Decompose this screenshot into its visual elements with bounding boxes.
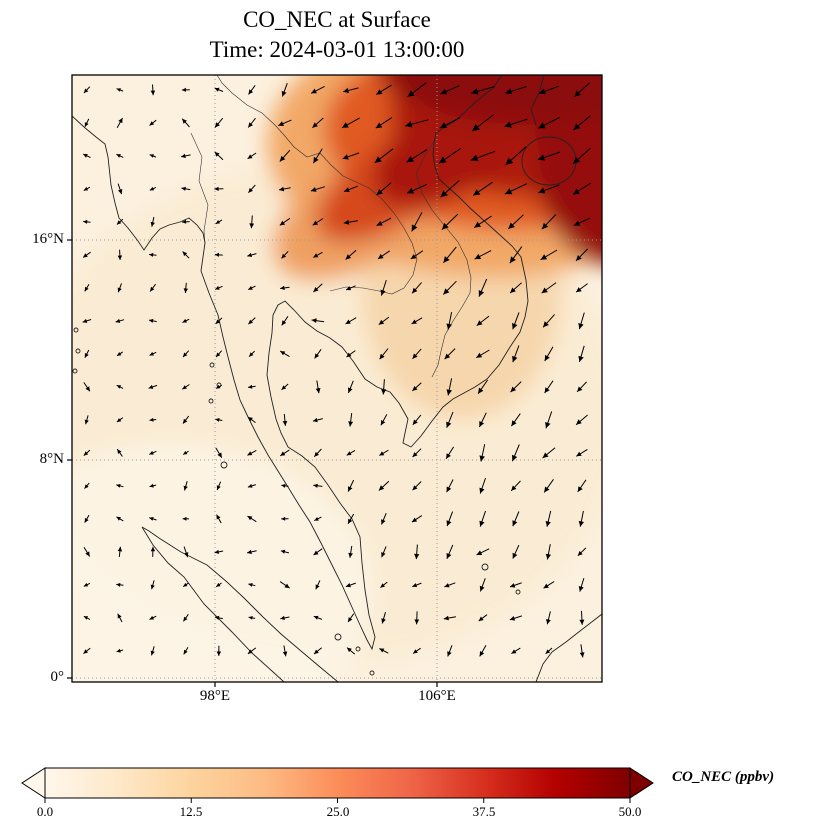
colorbar-title: CO_NEC (ppbv) (672, 769, 775, 785)
plot-subtitle: Time: 2024-03-01 13:00:00 (209, 37, 465, 62)
x-tick-label-98e: 98°E (199, 688, 231, 704)
map-frame (71, 74, 603, 683)
small-islands-group (72, 327, 521, 676)
map-svg (67, 74, 603, 687)
heatmap-layer (72, 75, 602, 682)
plot-title: CO_NEC at Surface (243, 7, 431, 32)
axis-ticks (67, 239, 438, 687)
colorbar-bar (44, 767, 631, 799)
colorbar-tick-label-0: 0.0 (36, 804, 54, 819)
y-tick-label-0: 0° (50, 669, 65, 685)
colorbar-tick-label-50: 50.0 (618, 804, 642, 819)
colorbar-tick-label-12-5: 12.5 (179, 804, 203, 819)
x-tick-label-106e: 106°E (418, 688, 456, 704)
coastline-sumatra (141, 526, 339, 682)
colorbar (0, 766, 824, 810)
quiver-layer (82, 82, 591, 658)
y-tick-label-16n: 16°N (32, 231, 64, 247)
colorbar-svg (21, 767, 654, 803)
colorbar-right-arrow (629, 767, 654, 799)
colorbar-ticks (44, 798, 631, 803)
y-tick-label-8n: 8°N (39, 451, 64, 467)
colorbar-tick-label-25: 25.0 (326, 804, 350, 819)
coastline-tonkin (530, 75, 545, 126)
gridlines-group (72, 75, 602, 682)
colorbar-tick-label-37-5: 37.5 (472, 804, 496, 819)
colorbar-left-arrow (21, 767, 46, 799)
map-plot (67, 74, 603, 687)
coastline-borneo (535, 613, 602, 682)
